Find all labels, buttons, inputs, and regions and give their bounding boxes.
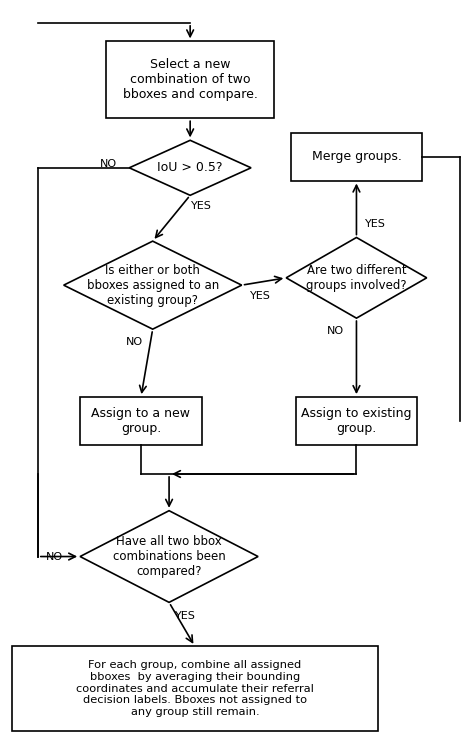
Polygon shape (286, 237, 427, 319)
Text: NO: NO (46, 551, 63, 562)
FancyBboxPatch shape (291, 133, 422, 180)
Text: NO: NO (126, 338, 143, 347)
Text: Merge groups.: Merge groups. (311, 150, 401, 163)
Text: Select a new
combination of two
bboxes and compare.: Select a new combination of two bboxes a… (123, 58, 257, 101)
Polygon shape (80, 511, 258, 602)
Polygon shape (64, 241, 242, 329)
Text: Assign to a new
group.: Assign to a new group. (91, 407, 191, 435)
Text: Is either or both
bboxes assigned to an
existing group?: Is either or both bboxes assigned to an … (87, 264, 219, 307)
Text: YES: YES (175, 610, 196, 621)
Text: YES: YES (365, 219, 386, 229)
Text: IoU > 0.5?: IoU > 0.5? (157, 161, 223, 174)
FancyBboxPatch shape (12, 647, 377, 731)
Text: NO: NO (327, 327, 344, 336)
Text: YES: YES (191, 201, 212, 211)
FancyBboxPatch shape (106, 41, 274, 118)
FancyBboxPatch shape (80, 397, 202, 445)
Text: For each group, combine all assigned
bboxes  by averaging their bounding
coordin: For each group, combine all assigned bbo… (76, 661, 314, 717)
Text: Have all two bbox
combinations been
compared?: Have all two bbox combinations been comp… (113, 535, 226, 578)
Polygon shape (129, 140, 251, 195)
Text: Are two different
groups involved?: Are two different groups involved? (306, 264, 407, 292)
Text: NO: NO (100, 159, 117, 169)
Text: Assign to existing
group.: Assign to existing group. (301, 407, 412, 435)
FancyBboxPatch shape (296, 397, 417, 445)
Text: YES: YES (250, 291, 271, 302)
